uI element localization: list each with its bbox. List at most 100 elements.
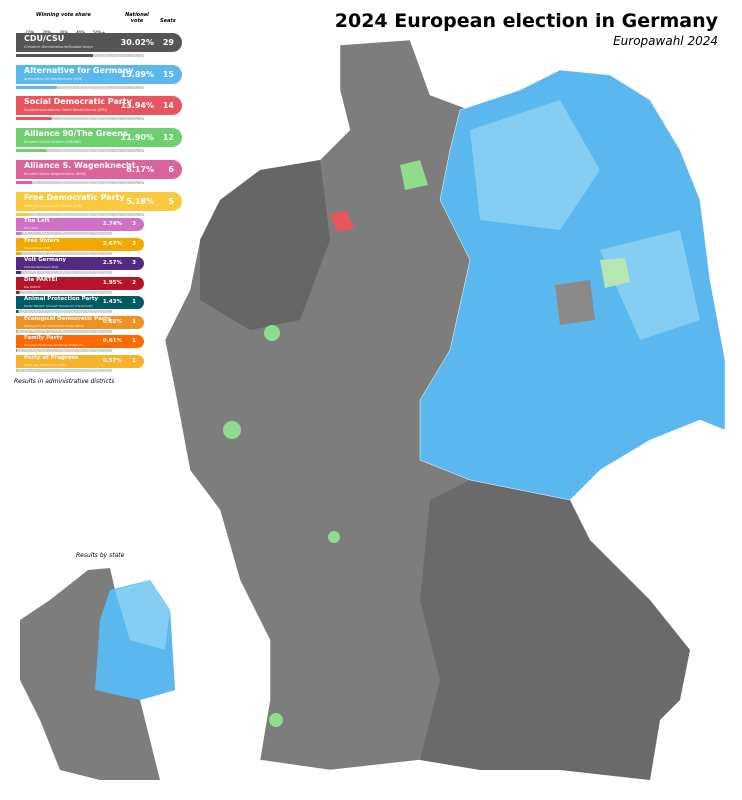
party-seats: 1 <box>132 299 136 305</box>
vote-share-bar <box>16 290 112 294</box>
party-seats: 15 <box>162 69 174 79</box>
party-pct: 2.57% <box>102 260 122 266</box>
party-name: Alternative for Germany <box>24 65 134 75</box>
party-name: Animal Protection Party <box>24 296 99 302</box>
legend-party-row: Animal Protection Party Partei Mensch Umw… <box>16 296 144 309</box>
party-sub: Die Linke <box>24 226 38 230</box>
vote-share-bar <box>16 232 112 235</box>
party-seats: 12 <box>162 133 174 143</box>
map-title: 2024 European election in Germany <box>334 10 718 32</box>
legend-party-row: The Left Die Linke 2.74% 3 <box>16 218 144 231</box>
party-name: Free Democratic Party <box>24 192 125 202</box>
party-seats: 29 <box>162 38 174 47</box>
party-sub: Partei Mensch Umwelt Tierschutz (Tiersch… <box>24 304 93 308</box>
spd-bremen <box>330 210 355 232</box>
legend-party-row: Social Democratic Party Sozialdemokratisc… <box>16 96 182 116</box>
party-seats: 3 <box>132 240 136 247</box>
party-seats: 6 <box>168 164 174 174</box>
greens-berlin <box>600 258 630 288</box>
party-name: Volt Germany <box>24 257 67 263</box>
legend-tick: 20% <box>42 30 51 35</box>
greens-district <box>269 713 283 727</box>
legend-party-row: Family Party Familien-Partei Deutschlands… <box>16 335 144 348</box>
party-name: Party of Progress <box>24 354 78 361</box>
legend-tick: -10% <box>24 30 34 35</box>
party-sub: Freie Demokratische Partei (FDP) <box>24 203 83 208</box>
party-name: Alliance 90/The Greens <box>24 129 128 139</box>
party-name: Family Party <box>24 335 63 341</box>
legend-ticks: -10% 20% 30% 40% 50%+ <box>24 30 105 35</box>
greens-district <box>264 325 280 341</box>
legend-party-row: Alternative for Germany Alternative für D… <box>16 64 182 84</box>
party-seats: 3 <box>132 260 136 266</box>
map-subtitle: Europawahl 2024 <box>613 34 718 48</box>
party-name: The Left <box>24 218 50 224</box>
legend-party-row: Free Voters Freie Wähler (FW) 2.67% 3 <box>16 237 144 251</box>
party-sub: Christlich Demokratische/Soziale Union <box>24 45 93 49</box>
party-pct: 2.74% <box>102 221 122 227</box>
party-pct: 1.43% <box>102 299 122 305</box>
party-name: Social Democratic Party <box>24 97 132 107</box>
vote-share-bar <box>16 310 112 313</box>
greens-district <box>223 421 241 439</box>
party-name: Free Voters <box>24 237 60 244</box>
party-sub: Ökologisch-Demokratische Partei (ÖDP) <box>24 323 84 328</box>
northwest-dark-region <box>200 160 330 330</box>
party-sub: Volt Deutschland (Volt) <box>24 265 59 269</box>
vote-share-bar <box>16 180 144 184</box>
party-name: Die PARTEI <box>24 276 58 283</box>
legend-party-row: Party of Progress Partei des Fortschritts… <box>16 354 144 368</box>
afd-light-region <box>600 230 700 340</box>
inset-afd-light <box>115 580 170 650</box>
party-sub: Freie Wähler (FW) <box>24 245 51 250</box>
legend-note: Results in administrative districts <box>14 378 115 385</box>
party-sub: Bündnis Sahra Wagenknecht (BSW) <box>24 171 87 176</box>
vote-share-bar <box>16 212 144 216</box>
legend-header-national: National vote <box>125 12 149 24</box>
party-sub: Familien-Partei Deutschlands (FAMILIE) <box>24 343 83 347</box>
afd-light-region <box>470 100 600 230</box>
party-sub: Die PARTEI <box>24 284 41 289</box>
bavaria-region <box>420 480 690 780</box>
party-pct: 0.57% <box>102 357 122 364</box>
party-pct: 1.95% <box>102 279 122 286</box>
party-seats: 1 <box>132 338 136 344</box>
party-sub: Sozialdemokratische Partei Deutschlands … <box>24 108 108 113</box>
inset-label: Results by state <box>76 552 125 559</box>
vote-share-bar <box>16 149 144 153</box>
party-pct: 2.67% <box>102 240 122 247</box>
legend-party-row: Die PARTEI Die PARTEI 1.95% 2 <box>16 276 144 290</box>
party-seats: 3 <box>132 221 136 227</box>
party-pct: 0.65% <box>102 318 122 325</box>
party-pct: 11.90% <box>120 133 154 143</box>
party-sub: Bündnis 90/Die Grünen (GRÜNE) <box>24 140 82 145</box>
legend-party-row: Alliance 90/The Greens Bündnis 90/Die Grü… <box>16 128 182 148</box>
party-pct: 0.61% <box>102 338 122 344</box>
greens-district <box>328 531 340 543</box>
party-seats: 5 <box>168 196 174 206</box>
vote-share-bar <box>16 251 112 255</box>
party-seats: 2 <box>132 279 136 286</box>
party-name: Ecological Democratic Party <box>24 315 111 322</box>
vote-share-bar <box>16 349 112 352</box>
vote-share-bar <box>16 271 112 274</box>
party-pct: 30.02% <box>120 38 154 47</box>
party-seats: 1 <box>132 357 136 364</box>
party-pct: 6.17% <box>126 164 154 174</box>
legend-party-row: Volt Germany Volt Deutschland (Volt) 2.57%… <box>16 257 144 270</box>
vote-share-bar <box>16 117 144 121</box>
vote-share-bar <box>16 54 144 57</box>
party-name: Alliance S. Wagenknecht <box>24 160 136 170</box>
legend-party-row: Free Democratic Party Freie Demokratische… <box>16 191 182 211</box>
vote-share-bar <box>16 329 112 333</box>
vote-share-bar <box>16 85 144 89</box>
legend-tick: 50%+ <box>93 30 105 35</box>
legend-header-share: Winning vote share <box>36 12 91 18</box>
vote-share-bar <box>16 368 112 372</box>
legend-header-seats: Seats <box>160 18 176 24</box>
party-pct: 13.94% <box>120 101 154 111</box>
party-sub: Partei des Fortschritts (PdF) <box>24 362 66 367</box>
legend-tick: 40% <box>76 30 85 35</box>
party-seats: 14 <box>162 101 174 111</box>
